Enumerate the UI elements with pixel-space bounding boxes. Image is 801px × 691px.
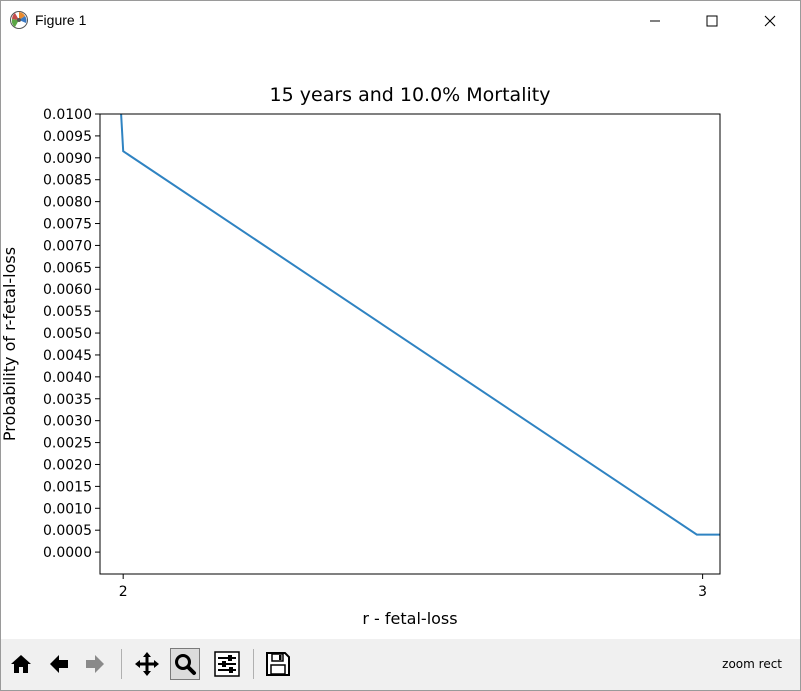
zoom-button[interactable]: [170, 648, 200, 680]
title-bar: Figure 1: [1, 1, 800, 41]
y-tick-label: 0.0000: [43, 545, 92, 561]
y-tick-label: 0.0095: [43, 129, 92, 145]
minimize-icon: [650, 20, 660, 22]
line-chart: 15 years and 10.0% Mortality 0.0000 0.000…: [0, 84, 721, 628]
configure-subplots-icon: [214, 651, 240, 677]
y-tick-label: 0.0025: [43, 436, 92, 452]
pan-button[interactable]: [132, 648, 162, 680]
y-tick-label: 0.0065: [43, 260, 92, 276]
back-arrow-icon: [50, 655, 68, 673]
y-tick-label: 0.0040: [43, 370, 92, 386]
x-tick-label: 3: [698, 584, 707, 600]
toolbar-status: zoom rect: [722, 657, 782, 671]
y-tick-label: 0.0060: [43, 282, 92, 298]
y-tick-label: 0.0010: [43, 501, 92, 517]
matplotlib-icon: [9, 10, 29, 30]
y-tick-label: 0.0090: [43, 151, 92, 167]
navigation-toolbar: zoom rect: [1, 639, 800, 690]
plot-frame: [99, 113, 721, 575]
y-tick-label: 0.0085: [43, 173, 92, 189]
close-button[interactable]: [741, 1, 799, 41]
y-tick-label: 0.0035: [43, 392, 92, 408]
y-tick-label: 0.0100: [43, 107, 92, 123]
series-line: [120, 114, 720, 536]
x-axis-label: r - fetal-loss: [362, 609, 457, 628]
y-tick-label: 0.0030: [43, 414, 92, 430]
save-button[interactable]: [263, 648, 293, 680]
figure-canvas[interactable]: 15 years and 10.0% Mortality 0.0000 0.000…: [0, 41, 800, 639]
maximize-button[interactable]: [683, 1, 741, 41]
y-tick-label: 0.0075: [43, 217, 92, 233]
y-tick-label: 0.0005: [43, 523, 92, 539]
close-icon: [764, 15, 776, 27]
home-icon: [11, 655, 31, 673]
y-tick-label: 0.0070: [43, 238, 92, 254]
forward-button[interactable]: [80, 648, 110, 680]
pan-icon: [135, 652, 159, 676]
back-button[interactable]: [44, 648, 74, 680]
y-axis-label: Probability of r-fetal-loss: [1, 247, 19, 441]
y-tick-label: 0.0055: [43, 304, 92, 320]
maximize-icon: [706, 15, 718, 27]
y-tick-label: 0.0020: [43, 457, 92, 473]
x-tick-label: 2: [119, 584, 128, 600]
toolbar-separator: [253, 649, 254, 679]
toolbar-separator: [121, 649, 122, 679]
y-tick-label: 0.0045: [43, 348, 92, 364]
y-tick-label: 0.0015: [43, 479, 92, 495]
y-tick-label: 0.0080: [43, 195, 92, 211]
chart-title: 15 years and 10.0% Mortality: [270, 84, 551, 106]
minimize-button[interactable]: [626, 1, 684, 41]
y-tick-label: 0.0050: [43, 326, 92, 342]
save-icon: [266, 652, 290, 676]
window-title: Figure 1: [35, 12, 87, 28]
forward-arrow-icon: [86, 655, 104, 673]
configure-subplots-button[interactable]: [212, 648, 242, 680]
zoom-icon: [175, 654, 196, 675]
home-button[interactable]: [6, 648, 36, 680]
